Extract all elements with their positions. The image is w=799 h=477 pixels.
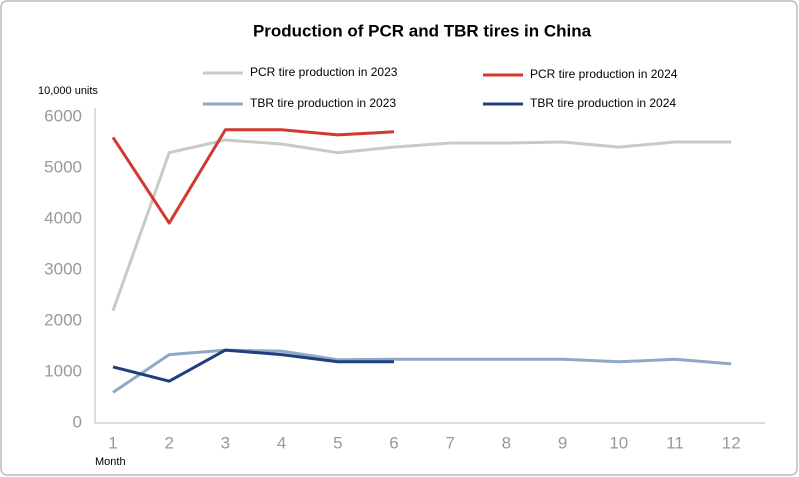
x-tick-label: 8: [502, 433, 511, 452]
x-tick-label: 12: [722, 433, 741, 452]
x-axis-label: Month: [95, 456, 126, 468]
y-tick-label: 1000: [44, 361, 82, 380]
y-tick-label: 2000: [44, 310, 82, 329]
y-tick-label: 0: [73, 412, 82, 431]
x-tick-label: 1: [108, 433, 117, 452]
y-tick-label: 4000: [44, 208, 82, 227]
legend-label: TBR tire production in 2023: [250, 96, 396, 110]
y-tick-label: 3000: [44, 259, 82, 278]
y-tick-label: 6000: [44, 106, 82, 125]
y-tick-label: 5000: [44, 157, 82, 176]
x-tick-label: 9: [558, 433, 567, 452]
y-axis-label: 10,000 units: [38, 85, 98, 97]
legend-label: TBR tire production in 2024: [530, 96, 676, 110]
legend-label: PCR tire production in 2024: [530, 67, 678, 81]
x-tick-label: 3: [221, 433, 230, 452]
legend-label: PCR tire production in 2023: [250, 65, 398, 79]
x-tick-label: 7: [445, 433, 454, 452]
series-line: [111, 138, 732, 312]
series-line: [112, 348, 394, 383]
x-tick-label: 6: [389, 433, 398, 452]
series-line: [112, 348, 732, 394]
chart-title: Production of PCR and TBR tires in China: [253, 21, 592, 40]
x-tick-label: 11: [666, 433, 684, 452]
x-tick-label: 5: [333, 433, 342, 452]
series-line: [111, 128, 395, 225]
x-tick-label: 4: [277, 433, 286, 452]
x-tick-label: 10: [609, 433, 628, 452]
x-tick-label: 2: [164, 433, 173, 452]
